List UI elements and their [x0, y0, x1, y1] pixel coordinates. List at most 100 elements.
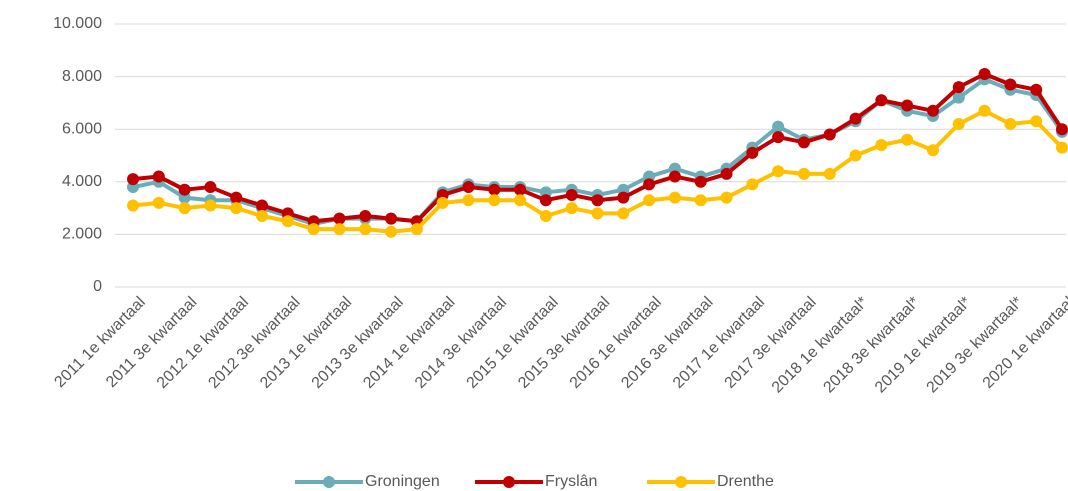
point [281, 215, 294, 228]
x-tick-label: 2011 3e kwartaal [103, 294, 200, 391]
point [772, 131, 785, 144]
point [952, 117, 965, 130]
point [178, 202, 191, 215]
point [410, 223, 423, 236]
point [694, 194, 707, 207]
point [230, 191, 243, 204]
point [952, 91, 965, 104]
point [668, 191, 681, 204]
x-tick-label: 2019 1e kwartaal* [872, 294, 975, 397]
point [772, 120, 785, 133]
x-tick-label: 2015 3e kwartaal [515, 294, 613, 392]
point [385, 225, 398, 238]
point [178, 183, 191, 196]
point [359, 209, 372, 222]
point [978, 104, 991, 117]
point [204, 181, 217, 194]
point [720, 167, 733, 180]
point [565, 188, 578, 201]
legend-item: Fryslân [475, 473, 597, 490]
point [694, 175, 707, 188]
point [643, 194, 656, 207]
point [256, 209, 269, 222]
point [436, 196, 449, 209]
x-tick-label: 2017 1e kwartaal [670, 294, 768, 392]
point [668, 170, 681, 183]
point [385, 212, 398, 225]
point [926, 104, 939, 117]
point [772, 165, 785, 178]
y-tick-label: 2.000 [62, 226, 102, 243]
point [488, 183, 501, 196]
x-tick-label: 2020 1e kwartaal [980, 294, 1068, 392]
x-tick-label: 2015 1e kwartaal [464, 294, 562, 392]
point [333, 223, 346, 236]
y-tick-label: 0 [93, 278, 102, 295]
legend-label: Drenthe [717, 473, 774, 490]
point [488, 194, 501, 207]
point [1004, 117, 1017, 130]
point [849, 149, 862, 162]
x-tick-label: 2017 3e kwartaal [722, 294, 820, 392]
point [230, 202, 243, 215]
legend-marker [675, 476, 687, 488]
point [952, 81, 965, 94]
point [1030, 83, 1043, 96]
x-tick-label: 2014 3e kwartaal [412, 294, 510, 392]
point [926, 144, 939, 157]
x-tick-label: 2011 1e kwartaal [51, 294, 148, 391]
y-tick-label: 10.000 [53, 15, 102, 32]
y-tick-label: 8.000 [62, 68, 102, 85]
legend-item: Drenthe [647, 473, 774, 490]
x-tick-label: 2013 1e kwartaal [257, 294, 355, 392]
point [565, 202, 578, 215]
legend-item: Groningen [295, 473, 440, 490]
x-tick-label: 2014 1e kwartaal [360, 294, 458, 392]
point [514, 194, 527, 207]
point [333, 212, 346, 225]
point [720, 191, 733, 204]
point [823, 128, 836, 141]
point [359, 223, 372, 236]
point [152, 196, 165, 209]
x-tick-label: 2012 1e kwartaal [154, 294, 252, 392]
point [307, 223, 320, 236]
point [256, 199, 269, 212]
point [462, 194, 475, 207]
point [643, 178, 656, 191]
point [875, 138, 888, 151]
legend-label: Groningen [365, 473, 440, 490]
x-tick-label: 2016 3e kwartaal [618, 294, 716, 392]
point [978, 67, 991, 80]
point [127, 173, 139, 186]
point [617, 191, 630, 204]
point [901, 133, 914, 146]
point [514, 183, 527, 196]
point [1056, 123, 1068, 136]
point [591, 207, 604, 220]
point [875, 94, 888, 107]
point [901, 99, 914, 112]
legend-marker [503, 476, 515, 488]
point [1056, 141, 1068, 154]
x-tick-label: 2012 3e kwartaal [205, 294, 303, 392]
y-tick-label: 4.000 [62, 173, 102, 190]
point [797, 136, 810, 149]
x-tick-label: 2016 1e kwartaal [567, 294, 665, 392]
x-tick-label: 2018 1e kwartaal* [769, 294, 872, 397]
legend-marker [323, 476, 335, 488]
point [1004, 78, 1017, 91]
point [204, 199, 217, 212]
point [127, 199, 139, 212]
point [746, 146, 759, 159]
point [539, 194, 552, 207]
point [746, 178, 759, 191]
point [617, 207, 630, 220]
point [462, 181, 475, 194]
point [797, 167, 810, 180]
x-tick-label: 2018 3e kwartaal* [820, 294, 923, 397]
y-tick-label: 6.000 [62, 120, 102, 137]
legend-label: Fryslân [545, 473, 597, 490]
x-tick-label: 2019 3e kwartaal* [924, 294, 1027, 397]
